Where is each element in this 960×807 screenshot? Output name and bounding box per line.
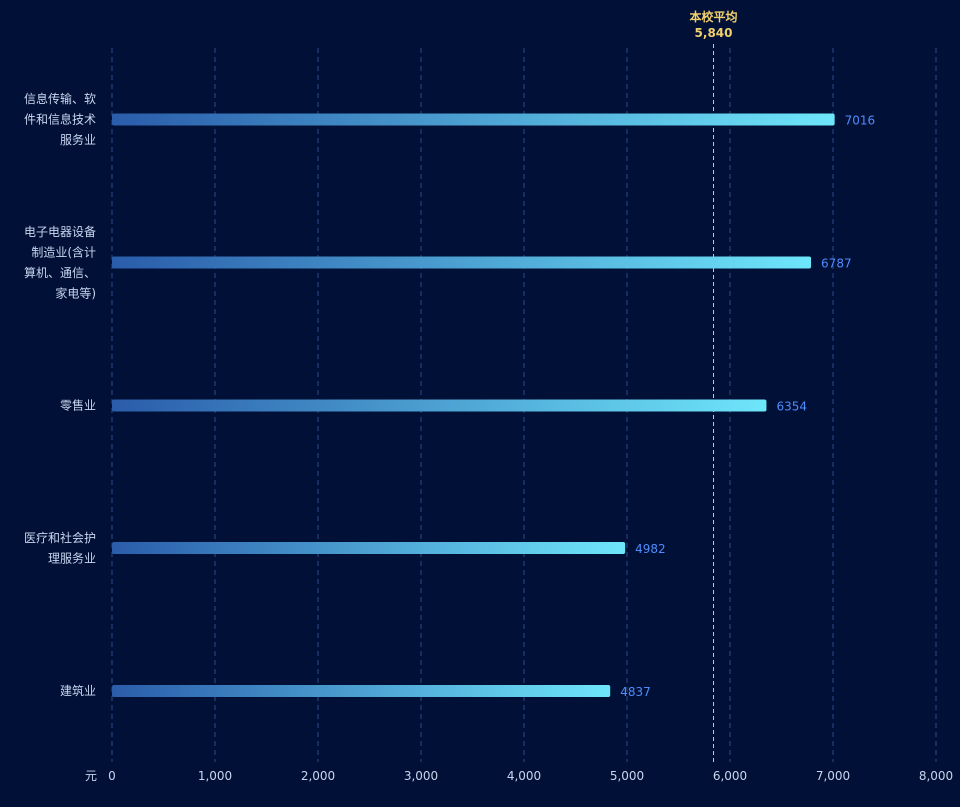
- category-label: 家电等): [55, 285, 96, 300]
- category-label: 服务业: [60, 132, 96, 147]
- bar: [112, 685, 611, 697]
- x-tick-label: 5,000: [610, 769, 644, 783]
- bar-value-label: 4982: [635, 542, 666, 556]
- category-label: 理服务业: [48, 550, 96, 565]
- x-tick-label: 8,000: [919, 769, 953, 783]
- bar-value-label: 6787: [821, 257, 852, 271]
- bar-value-label: 7016: [845, 114, 876, 128]
- category-label: 制造业(含计: [31, 244, 96, 259]
- category-label: 电子电器设备: [24, 225, 96, 239]
- category-label: 医疗和社会护: [24, 530, 96, 545]
- category-label: 零售业: [60, 398, 96, 413]
- bar: [112, 256, 812, 269]
- x-tick-label: 2,000: [301, 769, 335, 783]
- x-tick-label: 1,000: [198, 769, 232, 783]
- bar: [112, 113, 835, 126]
- x-tick-label: 3,000: [404, 769, 438, 783]
- x-axis-unit-label: 元: [85, 769, 97, 783]
- x-tick-label: 6,000: [713, 769, 747, 783]
- bar-value-label: 4837: [620, 685, 651, 699]
- x-tick-label: 4,000: [507, 769, 541, 783]
- category-label: 信息传输、软: [24, 91, 96, 106]
- bars: 7016 6787 6354 4982 4837: [112, 113, 876, 699]
- bar: [112, 542, 626, 554]
- bar-value-label: 6354: [776, 400, 807, 414]
- category-label: 件和信息技术: [24, 112, 96, 127]
- category-label: 算机、通信、: [24, 265, 96, 280]
- average-line-value: 5,840: [695, 26, 733, 40]
- category-label: 建筑业: [60, 683, 96, 698]
- average-line-name: 本校平均: [690, 9, 738, 24]
- grid-lines: [111, 48, 937, 762]
- x-axis: 元 0 1,000 2,000 3,000 4,000 5,000 6,000 7,000 8,…: [85, 769, 953, 783]
- bar: [112, 399, 767, 412]
- x-tick-label: 7,000: [816, 769, 850, 783]
- x-tick-label: 0: [108, 769, 116, 783]
